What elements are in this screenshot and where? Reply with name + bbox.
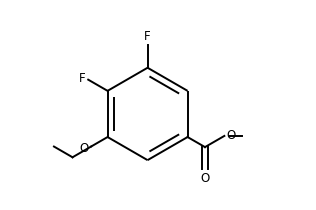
Text: O: O	[200, 172, 210, 185]
Text: F: F	[79, 72, 85, 85]
Text: O: O	[226, 129, 235, 142]
Text: O: O	[80, 142, 89, 155]
Text: F: F	[144, 30, 151, 43]
